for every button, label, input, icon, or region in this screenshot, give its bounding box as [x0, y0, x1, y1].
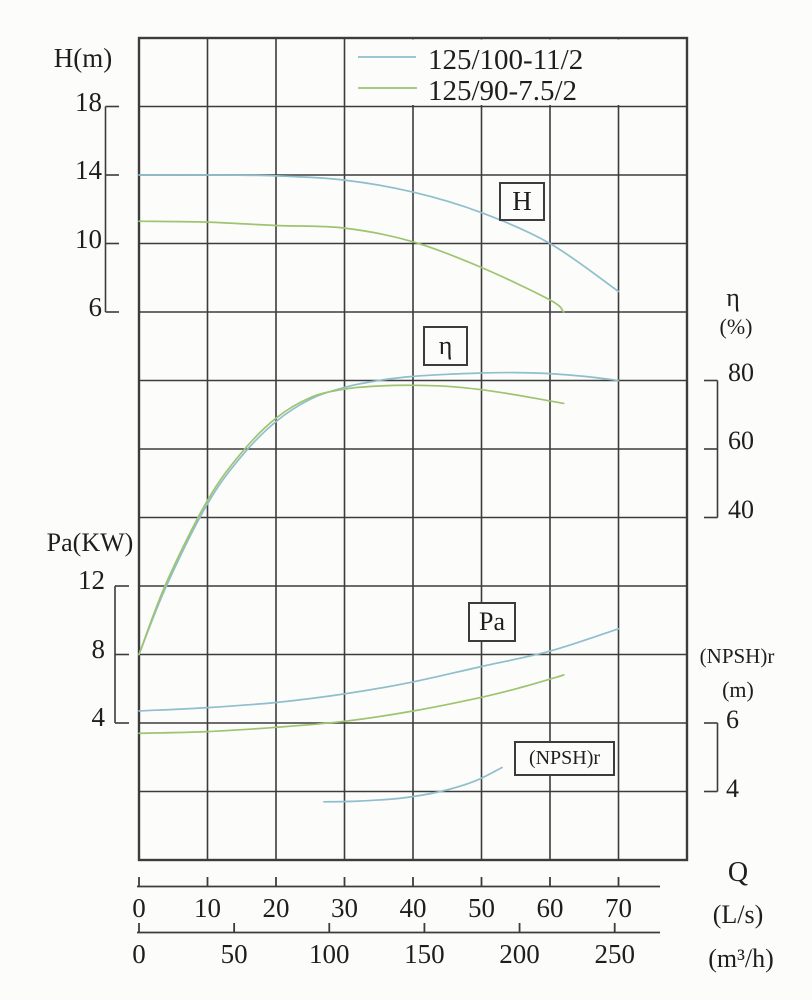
- pa-tick-label: 12: [78, 565, 105, 595]
- grid-lines: [139, 38, 687, 860]
- npsh-tick-label: 4: [726, 773, 739, 803]
- legend-label-pump-2: 125/90-7.5/2: [428, 75, 578, 107]
- m3h-tick-label: 0: [132, 939, 146, 969]
- h-axis-title: H(m): [53, 43, 113, 73]
- ls-tick-label: 20: [262, 893, 290, 923]
- ls-tick-label: 50: [468, 893, 495, 923]
- ls-tick-label: 60: [536, 893, 564, 923]
- curve-pa-green: [138, 674, 565, 735]
- pa-tick-label: 8: [91, 633, 106, 664]
- pa-axis-title: Pa(KW): [46, 528, 134, 557]
- m3h-tick-label: 200: [499, 939, 540, 969]
- curve-h-green: [138, 220, 565, 313]
- npsh-axis-unit: (m): [722, 677, 754, 702]
- curve-pa-blue: [138, 627, 620, 712]
- curve-h-blue: [138, 174, 620, 293]
- h-tick-label: 6: [88, 292, 103, 322]
- axis-brackets: [104, 105, 719, 793]
- m3h-unit-label: (m³/h): [708, 944, 774, 973]
- pa-curve-label: Pa: [468, 602, 516, 642]
- m3h-tick-label: 100: [309, 939, 350, 969]
- plot-border: [137, 36, 689, 862]
- eta-axis-title: η: [726, 283, 740, 312]
- npsh-axis-title: (NPSH)r: [699, 644, 775, 668]
- curve-npsh-blue: [323, 766, 503, 803]
- curve-eta-green: [138, 384, 565, 656]
- h-curve-label: H: [499, 182, 545, 221]
- legend-label-pump-1: 125/100-11/2: [428, 44, 584, 76]
- h-tick-label: 14: [75, 155, 102, 185]
- ls-tick-label: 0: [132, 893, 146, 923]
- q-axis-title: Q: [727, 857, 749, 888]
- npsh-curve-label: (NPSH)r: [514, 741, 615, 776]
- ls-tick-label: 40: [399, 893, 427, 923]
- npsh-tick-label: 6: [726, 705, 739, 734]
- h-tick-label: 18: [75, 86, 102, 117]
- eta-tick-label: 80: [728, 357, 754, 387]
- eta-curve-label: η: [423, 326, 468, 366]
- m3h-tick-label: 50: [220, 939, 248, 969]
- pa-tick-label: 4: [91, 702, 106, 732]
- curve-eta-blue: [138, 371, 620, 656]
- legend-sample-lines: [358, 56, 417, 89]
- m3h-tick-label: 250: [594, 939, 635, 969]
- q-axis-rulers: [137, 877, 660, 934]
- h-tick-label: 10: [75, 223, 102, 254]
- eta-tick-label: 60: [728, 426, 754, 455]
- eta-axis-unit: (%): [719, 314, 753, 339]
- m3h-tick-label: 150: [404, 939, 445, 969]
- ls-tick-label: 70: [605, 893, 632, 923]
- ls-tick-label: 10: [194, 893, 221, 923]
- ls-tick-label: 30: [331, 893, 358, 923]
- ls-unit-label: (L/s): [712, 900, 764, 929]
- eta-tick-label: 40: [728, 494, 754, 524]
- legend-area: [346, 39, 685, 105]
- pump-curves: [138, 174, 620, 803]
